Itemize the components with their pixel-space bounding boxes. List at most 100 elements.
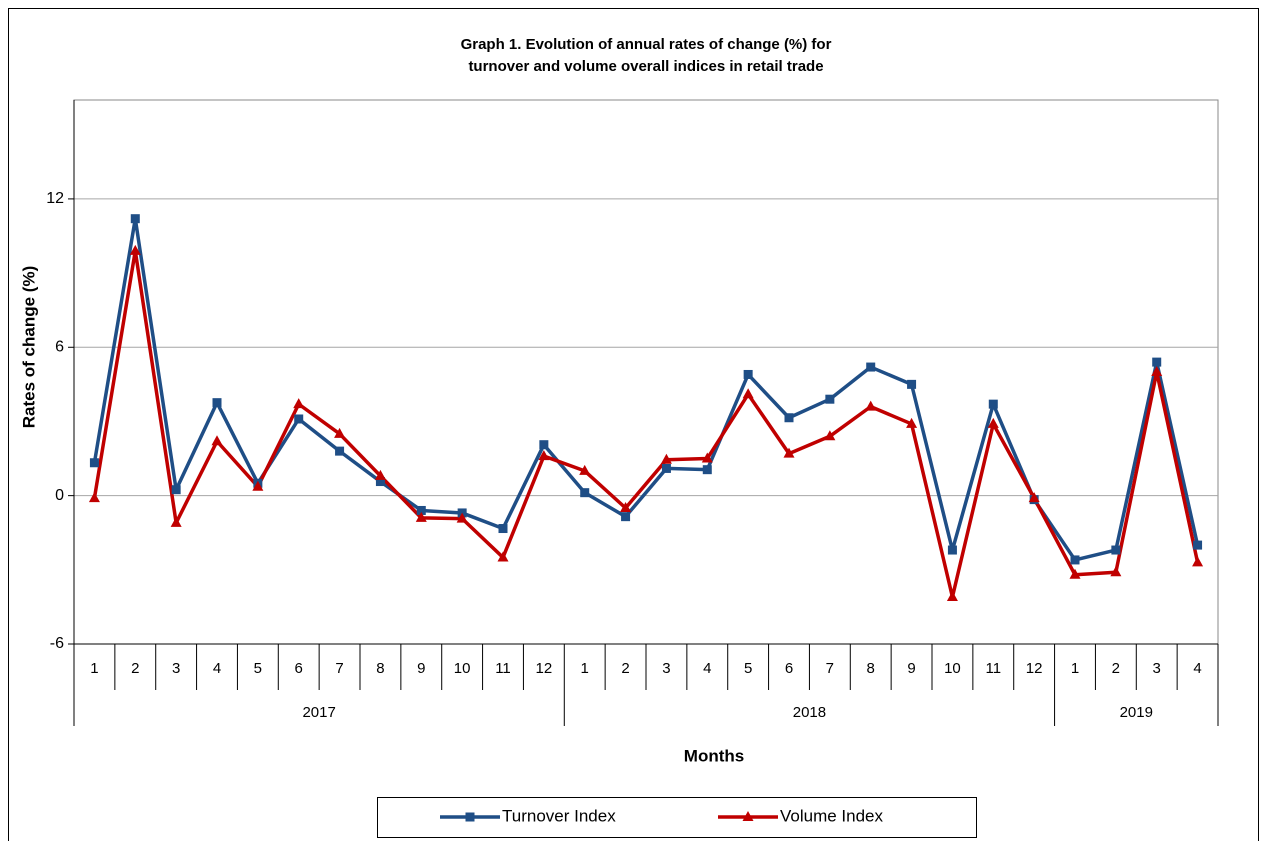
data-point [294, 414, 304, 424]
plot-area [73, 99, 1219, 645]
chart-title: Graph 1. Evolution of annual rates of ch… [461, 36, 832, 53]
data-point [415, 511, 427, 522]
x-tick-label: 4 [1193, 660, 1201, 677]
x-tick-label: 3 [662, 660, 670, 677]
data-point [1110, 566, 1122, 577]
y-tick-label: 6 [55, 338, 64, 355]
x-tick-label: 6 [295, 660, 303, 677]
data-point [661, 463, 671, 473]
legend-marker [742, 811, 754, 821]
x-tick-label: 2 [1112, 660, 1120, 677]
x-tick-label: 4 [703, 660, 711, 677]
x-axis-label: Months [684, 746, 744, 765]
data-point [580, 488, 590, 498]
data-point [1151, 366, 1163, 376]
data-point [1028, 492, 1040, 503]
data-point [865, 400, 877, 411]
data-point [88, 492, 100, 503]
x-tick-label: 12 [1026, 660, 1043, 677]
y-tick-label: -6 [50, 635, 64, 652]
data-point [1111, 545, 1121, 555]
x-group-label: 2017 [302, 704, 335, 721]
data-point [211, 435, 223, 446]
data-point [1193, 540, 1203, 550]
data-point [89, 458, 99, 468]
x-tick-label: 10 [944, 660, 961, 677]
series-line [92, 249, 1200, 599]
data-point [374, 469, 386, 480]
data-point [702, 465, 712, 475]
data-point [1192, 556, 1204, 567]
data-point [621, 512, 631, 522]
data-point [538, 450, 550, 461]
series-line [92, 216, 1200, 562]
data-point [743, 369, 753, 379]
data-point [907, 379, 917, 389]
x-tick-label: 3 [172, 660, 180, 677]
x-tick-label: 2 [131, 660, 139, 677]
x-group-label: 2018 [793, 704, 826, 721]
legend: Turnover Index Volume Index [377, 797, 977, 838]
x-tick-label: 6 [785, 660, 793, 677]
data-point [170, 516, 182, 527]
y-tick-label: 0 [55, 487, 64, 504]
data-point [866, 362, 876, 372]
data-point [252, 480, 264, 491]
data-point [456, 512, 468, 523]
x-tick-label: 10 [454, 660, 471, 677]
data-point [335, 446, 345, 456]
data-point [212, 398, 222, 408]
data-point [783, 447, 795, 458]
data-point [824, 430, 836, 441]
x-tick-label: 5 [254, 660, 262, 677]
x-tick-label: 12 [536, 660, 553, 677]
x-tick-label: 1 [581, 660, 589, 677]
data-point [620, 502, 632, 512]
data-point [987, 417, 999, 428]
x-tick-label: 8 [376, 660, 384, 677]
data-point [1070, 555, 1080, 565]
x-tick-label: 9 [907, 660, 915, 677]
y-axis-label: Rates of change (%) [19, 266, 38, 428]
data-point [784, 413, 794, 423]
data-point [334, 427, 346, 438]
x-tick-label: 9 [417, 660, 425, 677]
data-point [375, 477, 385, 487]
x-tick-label: 7 [826, 660, 834, 677]
x-tick-label: 11 [495, 660, 511, 677]
x-group-label: 2019 [1120, 704, 1153, 721]
data-point [988, 399, 998, 409]
data-point [701, 452, 713, 463]
data-point [539, 440, 549, 450]
data-point [947, 545, 957, 555]
data-point [946, 591, 958, 602]
data-point [498, 524, 508, 534]
x-tick-label: 5 [744, 660, 752, 677]
x-tick-label: 8 [867, 660, 875, 677]
data-point [906, 417, 918, 428]
data-point [416, 505, 426, 515]
data-point [1152, 357, 1162, 367]
data-point [129, 244, 141, 255]
data-point [660, 453, 672, 464]
data-point [742, 388, 754, 399]
x-tick-label: 4 [213, 660, 221, 677]
data-point [825, 394, 835, 404]
x-tick-label: 2 [621, 660, 629, 677]
data-point [579, 464, 591, 475]
x-tick-label: 7 [335, 660, 343, 677]
legend-label: Turnover Index [502, 806, 616, 825]
x-tick-label: 11 [985, 660, 1001, 677]
data-point [130, 214, 140, 224]
legend-label: Volume Index [780, 806, 884, 825]
data-point [1069, 568, 1081, 579]
x-tick-label: 3 [1153, 660, 1161, 677]
data-point [293, 398, 305, 409]
y-tick-label: 12 [46, 190, 64, 207]
data-point [171, 485, 181, 495]
data-point [497, 551, 509, 562]
chart-subtitle: turnover and volume overall indices in r… [468, 58, 823, 75]
x-tick-label: 1 [90, 660, 98, 677]
legend-marker [465, 812, 475, 822]
